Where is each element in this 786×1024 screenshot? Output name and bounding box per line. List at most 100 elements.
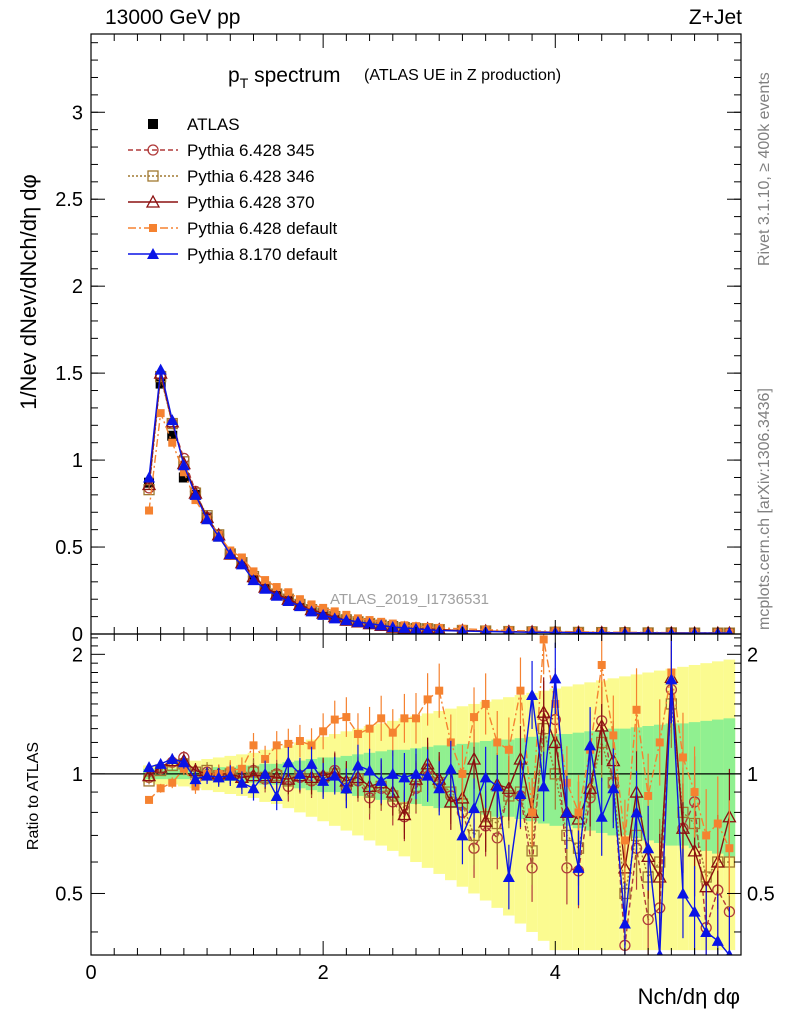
data-point — [141, 477, 157, 491]
ratio-point — [528, 808, 537, 817]
data-point — [725, 627, 734, 634]
data-point — [259, 582, 272, 594]
ratio-y-tick-label-right: 2 — [747, 644, 758, 666]
ratio-point — [632, 705, 641, 714]
data-point — [224, 548, 237, 559]
ratio-point — [526, 688, 539, 700]
y-tick-label: 2.5 — [55, 189, 83, 211]
top-y-axis-label: 1/Nev dNev/dNch/dη dφ — [16, 174, 41, 410]
ratio-point — [644, 791, 653, 800]
ratio-point — [620, 836, 629, 845]
ratio-point — [713, 819, 722, 828]
ratio-point — [353, 730, 362, 739]
header-energy-label: 13000 GeV pp — [105, 6, 241, 29]
ratio-point — [305, 757, 318, 769]
ratio-point — [702, 831, 711, 840]
data-point — [191, 496, 200, 505]
ratio-point — [444, 762, 457, 774]
x-tick-label: 2 — [318, 962, 329, 984]
data-point — [168, 438, 177, 447]
data-point — [270, 589, 283, 601]
data-point — [154, 363, 167, 375]
ratio-point — [412, 714, 420, 723]
ratio-point — [166, 753, 179, 765]
ratio-point — [375, 774, 388, 786]
ratio-point — [261, 755, 270, 764]
x-tick-label: 0 — [85, 962, 96, 984]
data-point — [156, 409, 165, 418]
ratio-series-pythia-8-170-default — [143, 635, 733, 955]
ratio-line — [148, 639, 731, 849]
legend-item: Pythia 6.428 370 — [128, 193, 315, 212]
ratio-point — [143, 761, 156, 773]
ratio-point — [179, 764, 188, 773]
legend-item: Pythia 6.428 default — [128, 219, 338, 238]
data-point — [235, 558, 248, 570]
data-point — [282, 594, 295, 606]
ratio-axis-ticks: 0.5 0.5 1 1 2 2 0 2 4 — [55, 634, 775, 984]
ratio-point — [456, 829, 469, 841]
ratio-point — [224, 769, 237, 781]
ratio-point — [141, 768, 157, 782]
ratio-point — [536, 704, 551, 718]
ratio-point — [466, 751, 482, 765]
ratio-point — [398, 771, 411, 783]
legend-marker — [147, 248, 159, 259]
data-point — [249, 567, 258, 576]
data-point — [237, 553, 246, 562]
ratio-point — [502, 871, 515, 883]
ratio-point — [235, 776, 248, 788]
ratio-point — [504, 745, 513, 754]
y-tick-label: 0.5 — [55, 537, 83, 559]
ratio-point — [377, 714, 386, 723]
data-point — [189, 488, 202, 500]
legend-marker — [147, 144, 159, 156]
ratio-point — [479, 771, 492, 783]
ratio-point — [304, 770, 319, 784]
ratio-point — [388, 728, 397, 737]
ratio-point — [711, 934, 724, 946]
data-point — [145, 506, 154, 515]
data-point — [375, 619, 388, 631]
ratio-point — [295, 737, 304, 746]
data-point — [330, 607, 339, 616]
chart-title-suffix: (ATLAS UE in Z production) — [364, 67, 561, 84]
ratio-point — [630, 806, 643, 818]
ratio-point — [270, 789, 283, 801]
legend-label: Pythia 6.428 default — [187, 219, 338, 238]
ratio-point — [397, 807, 412, 821]
chart-title: pT spectrum — [228, 64, 340, 91]
data-point — [317, 608, 330, 620]
ratio-point — [583, 780, 598, 794]
ratio-point — [154, 757, 167, 769]
ratio-point — [237, 764, 246, 773]
y-tick-label: 2 — [72, 276, 83, 298]
ratio-point — [574, 808, 583, 817]
x-tick-label: 4 — [550, 962, 561, 984]
ratio-point — [618, 917, 631, 929]
ratio-point — [478, 813, 493, 827]
legend-label: Pythia 6.428 345 — [187, 141, 315, 160]
data-point — [201, 513, 214, 525]
ratio-point — [514, 787, 527, 799]
ratio-y-tick-label: 1 — [72, 764, 83, 786]
green-band-bin — [665, 723, 678, 846]
top-axis-ticks: 0 0.5 1 1.5 2 2.5 3 — [55, 34, 742, 646]
ratio-point — [342, 713, 351, 722]
ratio-point — [281, 771, 296, 785]
ratio-point — [351, 759, 364, 771]
ratio-point — [584, 739, 597, 751]
ratio-point — [491, 780, 504, 792]
y-tick-label: 1 — [72, 450, 83, 472]
legend-marker — [147, 170, 159, 182]
ratio-point — [455, 790, 470, 804]
ratio-point — [317, 774, 330, 786]
data-point — [295, 595, 304, 604]
ratio-point — [688, 905, 701, 917]
ratio-y-tick-label-right: 0.5 — [747, 883, 775, 905]
ratio-point — [365, 724, 374, 733]
ratio-point — [468, 802, 481, 814]
ratio-point — [665, 673, 678, 685]
data-point — [212, 530, 225, 542]
